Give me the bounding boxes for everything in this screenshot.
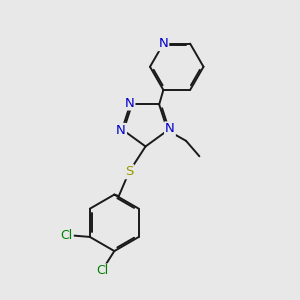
Text: S: S <box>125 165 134 178</box>
Text: Cl: Cl <box>61 229 73 242</box>
Text: N: N <box>158 37 168 50</box>
Text: N: N <box>116 124 126 137</box>
Text: Cl: Cl <box>96 265 109 278</box>
Text: N: N <box>165 122 175 135</box>
Text: N: N <box>125 97 134 110</box>
